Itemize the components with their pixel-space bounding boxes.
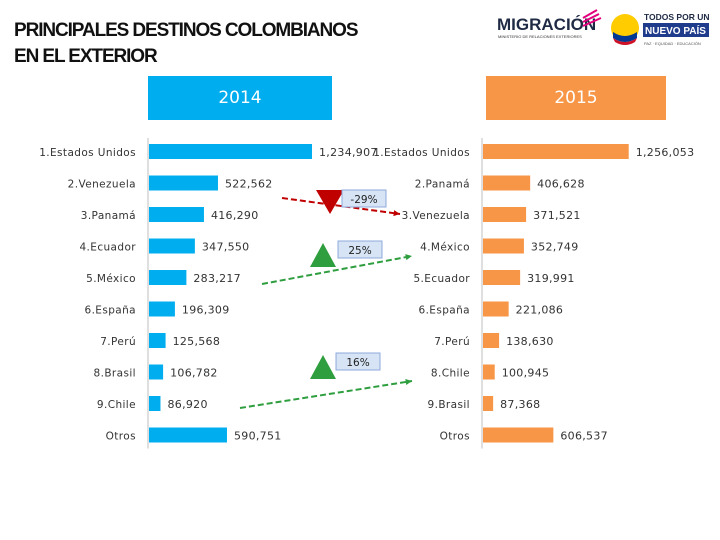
header-2014-label: 2014 [218, 88, 262, 108]
value-label-2015-9: 87,368 [500, 398, 540, 411]
value-label-2014-9: 86,920 [167, 398, 207, 411]
bar-2014-2 [149, 175, 218, 191]
category-label-2015-4: 4.México [420, 242, 470, 254]
value-label-2015-3: 371,521 [533, 209, 581, 222]
change-badge-1 [341, 189, 387, 208]
value-label-2014-7: 125,568 [173, 335, 221, 348]
category-label-2014-6: 6.España [84, 305, 136, 317]
bar-2014-8 [149, 364, 164, 380]
gov-logo-line2: NUEVO PAÍS [645, 24, 706, 37]
category-label-2014-7: 7.Perú [100, 336, 136, 348]
category-label-2015-5: 5.Ecuador [413, 273, 470, 285]
gov-logo-line3: PAZ · EQUIDAD · EDUCACIÓN [644, 41, 701, 46]
arrowhead-icon-2 [405, 254, 412, 261]
category-label-2014-9: 9.Chile [97, 399, 136, 411]
arrowhead-icon-1 [393, 210, 400, 217]
value-label-2015-8: 100,945 [502, 367, 550, 380]
bar-2014-6 [149, 301, 175, 317]
bar-2015-3 [483, 207, 527, 222]
category-label-2014-8: 8.Brasil [94, 368, 136, 380]
bar-2014-9 [149, 396, 161, 411]
bar-2014-3 [149, 207, 204, 222]
down-triangle-icon-1 [316, 190, 344, 214]
connector-line-2 [261, 255, 413, 285]
category-label-2015-2: 2.Panamá [415, 179, 470, 191]
bar-2015-8 [483, 364, 495, 380]
value-label-2015-5: 319,991 [527, 272, 575, 285]
category-label-2015-8: 8.Chile [431, 368, 470, 380]
bar-2015-5 [483, 270, 521, 285]
migracion-stripes-icon [582, 9, 602, 27]
value-label-2014-8: 106,782 [170, 367, 218, 380]
arrowhead-icon-3 [405, 378, 412, 385]
change-badge-label-2: 25% [348, 245, 371, 257]
value-label-2015-4: 352,749 [531, 241, 579, 254]
bar-2015-2 [483, 175, 531, 191]
bar-2015-4 [483, 238, 524, 254]
page-title: PRINCIPALES DESTINOS COLOMBIANOS EN EL E… [14, 18, 434, 70]
change-badge-label-3: 16% [346, 357, 369, 369]
up-triangle-icon-2 [310, 243, 336, 267]
bar-2015-9 [483, 396, 494, 411]
bar-2015-10 [483, 427, 554, 443]
category-label-2015-6: 6.España [418, 305, 470, 317]
logos: MIGRACIÓN MINISTERIO DE RELACIONES EXTER… [497, 9, 710, 46]
bar-2014-10 [149, 427, 227, 443]
value-label-2015-10: 606,537 [560, 430, 608, 443]
bar-2015-6 [483, 301, 509, 317]
value-label-2014-4: 347,550 [202, 241, 250, 254]
bar-2014-5 [149, 270, 187, 285]
value-label-2014-10: 590,751 [234, 430, 282, 443]
category-label-2015-7: 7.Perú [434, 336, 470, 348]
change-badge-3 [335, 352, 381, 371]
bar-2014-7 [149, 333, 166, 348]
value-label-2014-3: 416,290 [211, 209, 259, 222]
bar-2014-4 [149, 238, 195, 254]
migracion-logo-sub: MINISTERIO DE RELACIONES EXTERIORES [498, 34, 582, 39]
value-label-2014-2: 522,562 [225, 178, 273, 191]
bar-2014-1 [149, 144, 313, 159]
up-triangle-icon-3 [310, 355, 336, 379]
category-label-2014-2: 2.Venezuela [68, 179, 136, 191]
connector-line-3 [239, 380, 413, 409]
migracion-logo: MIGRACIÓN MINISTERIO DE RELACIONES EXTER… [497, 9, 602, 39]
title-line-1: PRINCIPALES DESTINOS COLOMBIANOS [14, 20, 359, 41]
value-label-2014-5: 283,217 [193, 272, 241, 285]
gov-logo-line1: TODOS POR UN [644, 12, 710, 22]
value-label-2015-1: 1,256,053 [636, 146, 695, 159]
chart-2014: 1.Estados Unidos 1,234,907 2.Venezuela 522,… [39, 138, 377, 449]
header-2015-label: 2015 [554, 88, 598, 108]
title-line-2: EN EL EXTERIOR [14, 46, 158, 67]
gov-logo: TODOS POR UN NUEVO PAÍS PAZ · EQUIDAD · … [611, 12, 710, 46]
change-badge-2 [337, 240, 383, 259]
value-label-2014-1: 1,234,907 [319, 146, 378, 159]
header-2015: 2015 [486, 76, 666, 120]
value-label-2015-6: 221,086 [516, 304, 564, 317]
category-label-2014-1: 1.Estados Unidos [39, 147, 136, 159]
category-label-2015-9: 9.Brasil [428, 399, 470, 411]
connector-line-1 [281, 197, 401, 215]
value-label-2015-7: 138,630 [506, 335, 554, 348]
value-label-2015-2: 406,628 [537, 178, 585, 191]
header-2014: 2014 [148, 76, 332, 120]
category-label-2015-3: 3.Venezuela [402, 210, 470, 222]
migracion-logo-text: MIGRACIÓN [497, 15, 596, 34]
category-label-2014-3: 3.Panamá [81, 210, 136, 222]
annotations: -29% 25% 16% [239, 189, 413, 409]
value-label-2014-6: 196,309 [182, 304, 230, 317]
bar-2015-7 [483, 333, 500, 348]
category-label-2015-10: Otros [440, 431, 470, 443]
category-label-2014-5: 5.México [86, 273, 136, 285]
bar-2015-1 [483, 144, 629, 159]
category-label-2015-1: 1.Estados Unidos [373, 147, 470, 159]
category-label-2014-4: 4.Ecuador [79, 242, 136, 254]
category-label-2014-10: Otros [106, 431, 136, 443]
chart-2015: 1.Estados Unidos 1,256,053 2.Panamá 406,628… [373, 138, 694, 449]
change-badge-label-1: -29% [350, 194, 377, 206]
